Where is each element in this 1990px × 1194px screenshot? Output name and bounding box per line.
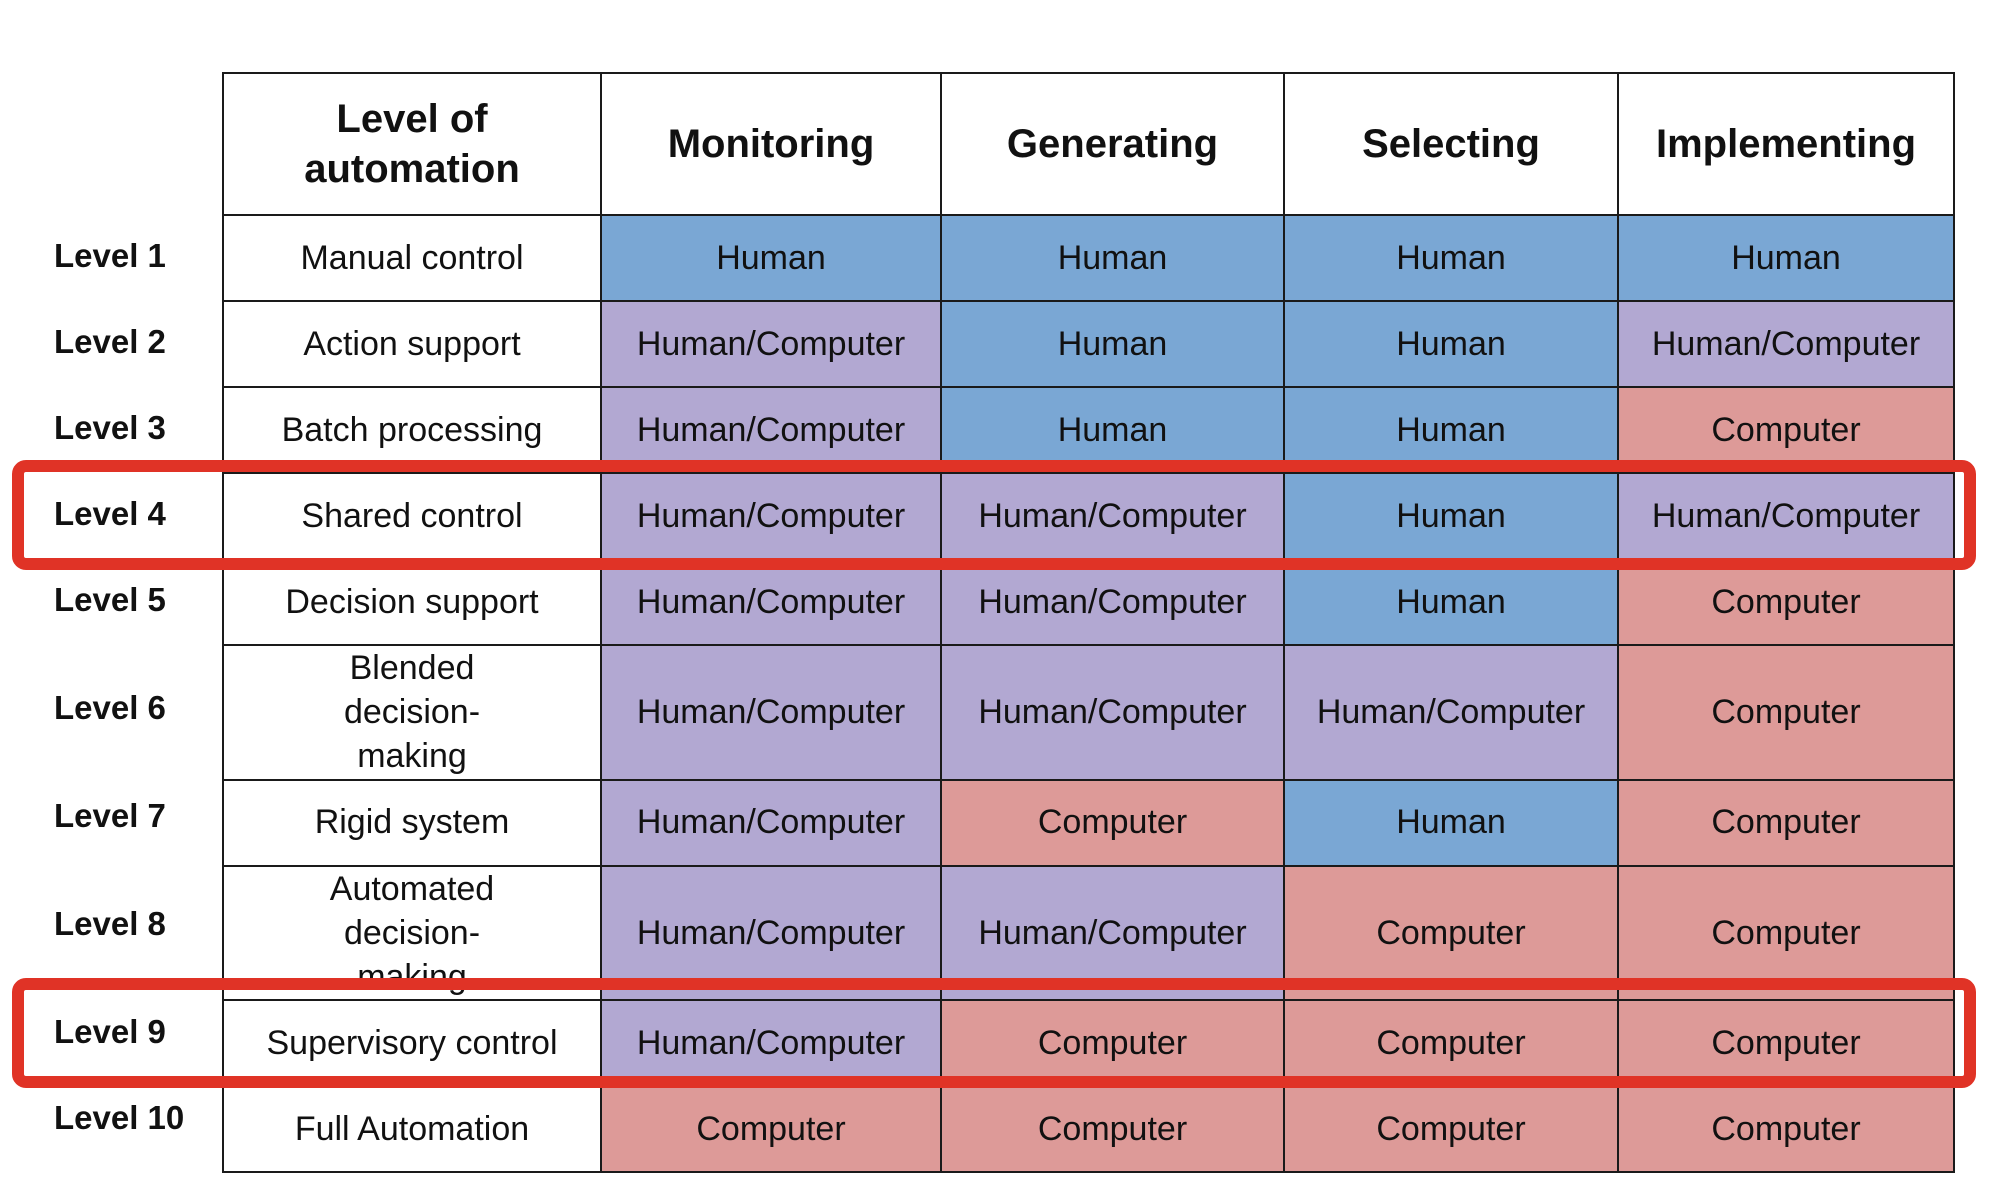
role-cell: Human (1283, 300, 1619, 388)
level-label: Level 4 (54, 495, 166, 532)
role-cell: Human (1283, 558, 1619, 646)
role-cell: Computer (600, 1085, 942, 1174)
role-cell: Human (600, 214, 942, 302)
role-cell: Human (1283, 214, 1619, 302)
header-selecting: Selecting (1283, 72, 1619, 216)
role-cell: Human/Computer (1617, 300, 1955, 388)
automation-table: Level of automation Monitoring Generating S… (222, 72, 1955, 1174)
role-cell: Human/Computer (940, 472, 1285, 560)
automation-name-cell: Batch processing (222, 386, 602, 474)
header-generating: Generating (940, 72, 1285, 216)
role-cell: Computer (1283, 864, 1619, 1002)
role-cell: Human/Computer (940, 558, 1285, 646)
role-cell: Human/Computer (940, 864, 1285, 1002)
role-cell: Computer (940, 1085, 1285, 1174)
table-row: Shared control Human/Computer Human/Comput… (222, 472, 1955, 560)
role-cell: Computer (1617, 644, 1955, 781)
role-cell: Computer (1617, 999, 1955, 1088)
automation-name-cell: Automated decision-making (222, 864, 602, 1002)
table-row: Batch processing Human/Computer Human Human… (222, 386, 1955, 474)
level-label: Level 1 (54, 237, 166, 274)
role-cell: Human (1283, 778, 1619, 867)
table-row: Rigid system Human/Computer Computer Human C… (222, 778, 1955, 867)
role-cell: Human/Computer (600, 300, 942, 388)
automation-name-cell: Decision support (222, 558, 602, 646)
role-cell: Human/Computer (600, 778, 942, 867)
table-row: Blended decision-making Human/Computer Hum… (222, 644, 1955, 781)
level-label: Level 6 (54, 689, 166, 726)
level-label: Level 3 (54, 409, 166, 446)
role-cell: Human (940, 386, 1285, 474)
automation-name-cell: Rigid system (222, 778, 602, 867)
automation-name-cell: Shared control (222, 472, 602, 560)
role-cell: Human/Computer (1617, 472, 1955, 560)
role-cell: Human/Computer (600, 386, 942, 474)
level-label: Level 5 (54, 581, 166, 618)
header-monitoring: Monitoring (600, 72, 942, 216)
level-label: Level 7 (54, 797, 166, 834)
automation-name-cell: Full Automation (222, 1085, 602, 1174)
header-implementing: Implementing (1617, 72, 1955, 216)
role-cell: Human/Computer (600, 999, 942, 1088)
table-row: Full Automation Computer Computer Computer C… (222, 1085, 1955, 1174)
role-cell: Computer (1617, 558, 1955, 646)
role-cell: Human (1283, 472, 1619, 560)
automation-name-cell: Action support (222, 300, 602, 388)
role-cell: Computer (940, 999, 1285, 1088)
role-cell: Computer (1617, 864, 1955, 1002)
role-cell: Computer (1617, 1085, 1955, 1174)
role-cell: Human/Computer (1283, 644, 1619, 781)
level-label: Level 9 (54, 1013, 166, 1050)
table-row: Action support Human/Computer Human Human Hu… (222, 300, 1955, 388)
table-row: Automated decision-making Human/Computer H… (222, 864, 1955, 1002)
role-cell: Human/Computer (600, 472, 942, 560)
level-label: Level 2 (54, 323, 166, 360)
header-level-of-automation: Level of automation (222, 72, 602, 216)
table-row: Decision support Human/Computer Human/Comp… (222, 558, 1955, 646)
role-cell: Human/Computer (600, 864, 942, 1002)
role-cell: Human (1617, 214, 1955, 302)
role-cell: Human (940, 214, 1285, 302)
automation-name-cell: Blended decision-making (222, 644, 602, 781)
table-row: Manual control Human Human Human Human (222, 214, 1955, 302)
role-cell: Computer (940, 778, 1285, 867)
table-row: Supervisory control Human/Computer Compute… (222, 999, 1955, 1088)
role-cell: Computer (1617, 778, 1955, 867)
role-cell: Human/Computer (600, 558, 942, 646)
role-cell: Computer (1617, 386, 1955, 474)
role-cell: Computer (1283, 999, 1619, 1088)
role-cell: Human/Computer (600, 644, 942, 781)
header-row: Level of automation Monitoring Generating S… (222, 72, 1955, 216)
level-label: Level 8 (54, 905, 166, 942)
role-cell: Human (1283, 386, 1619, 474)
automation-name-cell: Supervisory control (222, 999, 602, 1088)
role-cell: Human (940, 300, 1285, 388)
role-cell: Computer (1283, 1085, 1619, 1174)
role-cell: Human/Computer (940, 644, 1285, 781)
automation-name-cell: Manual control (222, 214, 602, 302)
level-label: Level 10 (54, 1099, 185, 1136)
